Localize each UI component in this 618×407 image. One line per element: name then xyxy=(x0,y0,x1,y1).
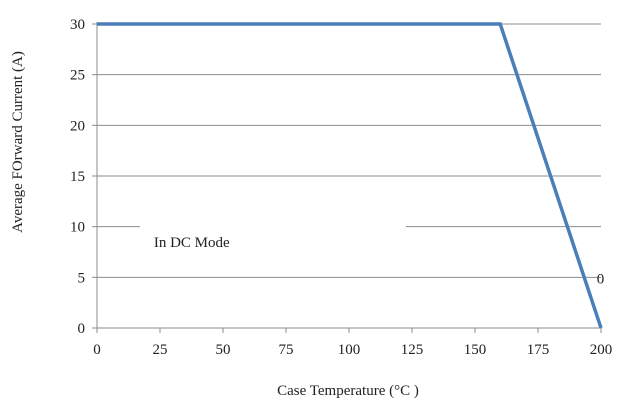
x-tick-labels: 0 25 50 75 100 125 150 175 200 xyxy=(93,342,612,358)
x-tick-label-100: 100 xyxy=(338,342,361,358)
x-tick-label-200: 200 xyxy=(590,342,613,358)
y-tick-label-10: 10 xyxy=(70,220,85,236)
series-group xyxy=(97,22,603,329)
y-axis-title: Average FOrward Current (A) xyxy=(10,51,26,233)
y-tick-label-5: 5 xyxy=(78,270,86,286)
y-tick-label-15: 15 xyxy=(70,169,85,185)
y-tick-label-30: 30 xyxy=(70,17,85,33)
x-axis-title: Case Temperature (°C ) xyxy=(277,383,419,399)
y-tick-label-0: 0 xyxy=(78,321,86,337)
x-tick-label-150: 150 xyxy=(464,342,487,358)
series-line-0 xyxy=(97,22,603,329)
y-tick-label-25: 25 xyxy=(70,68,85,84)
x-tick-label-0: 0 xyxy=(93,342,101,358)
annotation-knockout xyxy=(139,222,406,231)
x-tick-label-50: 50 xyxy=(216,342,231,358)
y-tick-labels: 0 5 10 15 20 25 30 xyxy=(70,17,85,337)
plot-area: 0 25 50 75 100 125 150 175 200 0 5 10 15 20 25 30 In D… xyxy=(70,17,612,358)
annotation-0: In DC Mode xyxy=(154,235,230,251)
x-tick-label-125: 125 xyxy=(401,342,424,358)
annotations: In DC Mode 0 xyxy=(154,235,604,288)
x-tick-label-25: 25 xyxy=(153,342,168,358)
axes xyxy=(92,22,602,333)
x-tick-label-175: 175 xyxy=(527,342,550,358)
y-tick-label-20: 20 xyxy=(70,118,85,134)
x-tick-label-75: 75 xyxy=(279,342,294,358)
annotation-1: 0 xyxy=(597,272,605,288)
